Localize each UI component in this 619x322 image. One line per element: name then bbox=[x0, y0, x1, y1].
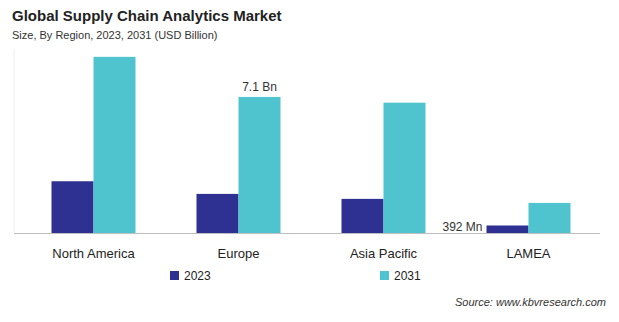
bar bbox=[197, 194, 239, 233]
chart: Global Supply Chain Analytics Market Size… bbox=[0, 0, 619, 322]
bar bbox=[384, 103, 426, 233]
bar bbox=[52, 181, 94, 233]
subtitle: Size, By Region, 2023, 2031 (USD Billion… bbox=[12, 29, 217, 41]
legend-label: 2023 bbox=[184, 269, 211, 283]
bar bbox=[487, 225, 529, 233]
legend-swatch bbox=[380, 271, 389, 280]
x-tick-label: North America bbox=[52, 246, 135, 261]
legend-label: 2031 bbox=[394, 269, 421, 283]
data-label: 392 Mn bbox=[442, 220, 482, 234]
data-labels: 7.1 Bn 392 Mn bbox=[242, 80, 482, 235]
bar bbox=[529, 203, 571, 233]
x-tick-label: LAMEA bbox=[506, 246, 550, 261]
x-tick-label: Asia Pacific bbox=[350, 246, 418, 261]
data-label: 7.1 Bn bbox=[242, 80, 277, 94]
legend-swatch bbox=[170, 271, 179, 280]
bars bbox=[52, 57, 571, 233]
x-tick-label: Europe bbox=[218, 246, 260, 261]
bar bbox=[239, 97, 281, 233]
bar bbox=[94, 57, 136, 233]
x-axis-line bbox=[14, 233, 600, 234]
title: Global Supply Chain Analytics Market bbox=[12, 7, 282, 24]
y-axis-line bbox=[14, 49, 15, 233]
bar bbox=[342, 199, 384, 233]
source: Source: www.kbvresearch.com bbox=[455, 296, 606, 308]
